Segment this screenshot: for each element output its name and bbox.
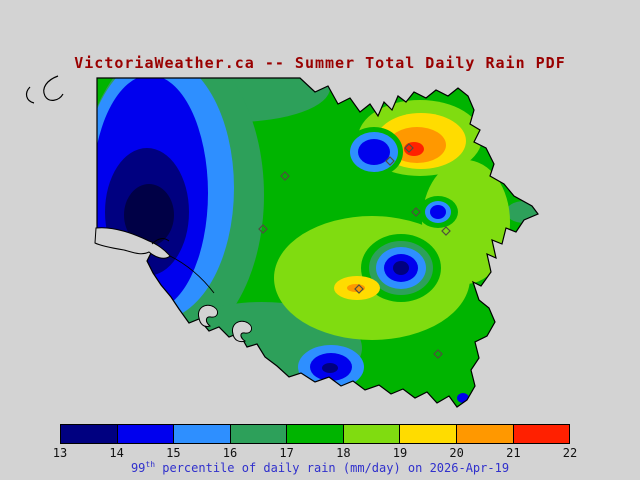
station-marker-icon — [354, 284, 364, 294]
creek-line — [151, 238, 170, 245]
station-marker-icon — [258, 224, 268, 234]
colorbar-segment — [61, 425, 118, 443]
station-marker-icon — [404, 143, 414, 153]
colorbar-tick-label: 18 — [336, 446, 351, 460]
coastline — [96, 77, 539, 408]
colorbar-tick-label: 19 — [392, 446, 408, 460]
caption-rest: percentile of daily rain (mm/day) on 202… — [155, 461, 510, 475]
page-title: VictoriaWeather.ca -- Summer Total Daily… — [74, 54, 566, 72]
colorbar-tick-label: 20 — [449, 446, 464, 460]
station-marker-icon — [441, 226, 451, 236]
station-marker-icon — [411, 207, 421, 217]
colorbar-tick-label: 14 — [109, 446, 124, 460]
offshore-coast-fragment-2 — [25, 86, 35, 104]
colorbar-tick-label: 13 — [52, 446, 68, 460]
colorbar-tick-label: 22 — [562, 446, 578, 460]
offshore-coast-fragment-1 — [43, 75, 64, 101]
station-marker-icon — [433, 349, 443, 359]
caption-prefix: 99 — [130, 461, 146, 475]
station-marker-icon — [280, 171, 290, 181]
harbor-east — [231, 320, 253, 343]
colorbar-ticks: 13 14 15 16 17 18 19 20 21 22 — [53, 446, 577, 460]
harbor-west — [197, 304, 219, 327]
station-marker-icon — [385, 156, 395, 166]
colorbar-segment — [343, 425, 401, 443]
colorbar-tick-label: 16 — [222, 446, 238, 460]
colorbar-tick-label: 15 — [166, 446, 181, 460]
colorbar — [60, 424, 570, 444]
river-line — [169, 255, 215, 294]
colorbar-tick-label: 17 — [279, 446, 294, 460]
caption-superscript: th — [145, 460, 156, 469]
sooke-inlet — [94, 227, 171, 259]
station-markers — [258, 143, 451, 359]
colorbar-segment — [174, 425, 231, 443]
colorbar-segment — [230, 425, 288, 443]
colorbar-segment — [117, 425, 175, 443]
colorbar-segment — [287, 425, 344, 443]
colorbar-segment — [513, 425, 570, 443]
colorbar-caption: 99th percentile of daily rain (mm/day) o… — [0, 460, 640, 475]
colorbar-segment — [456, 425, 514, 443]
colorbar-segment — [400, 425, 457, 443]
colorbar-tick-label: 21 — [506, 446, 521, 460]
